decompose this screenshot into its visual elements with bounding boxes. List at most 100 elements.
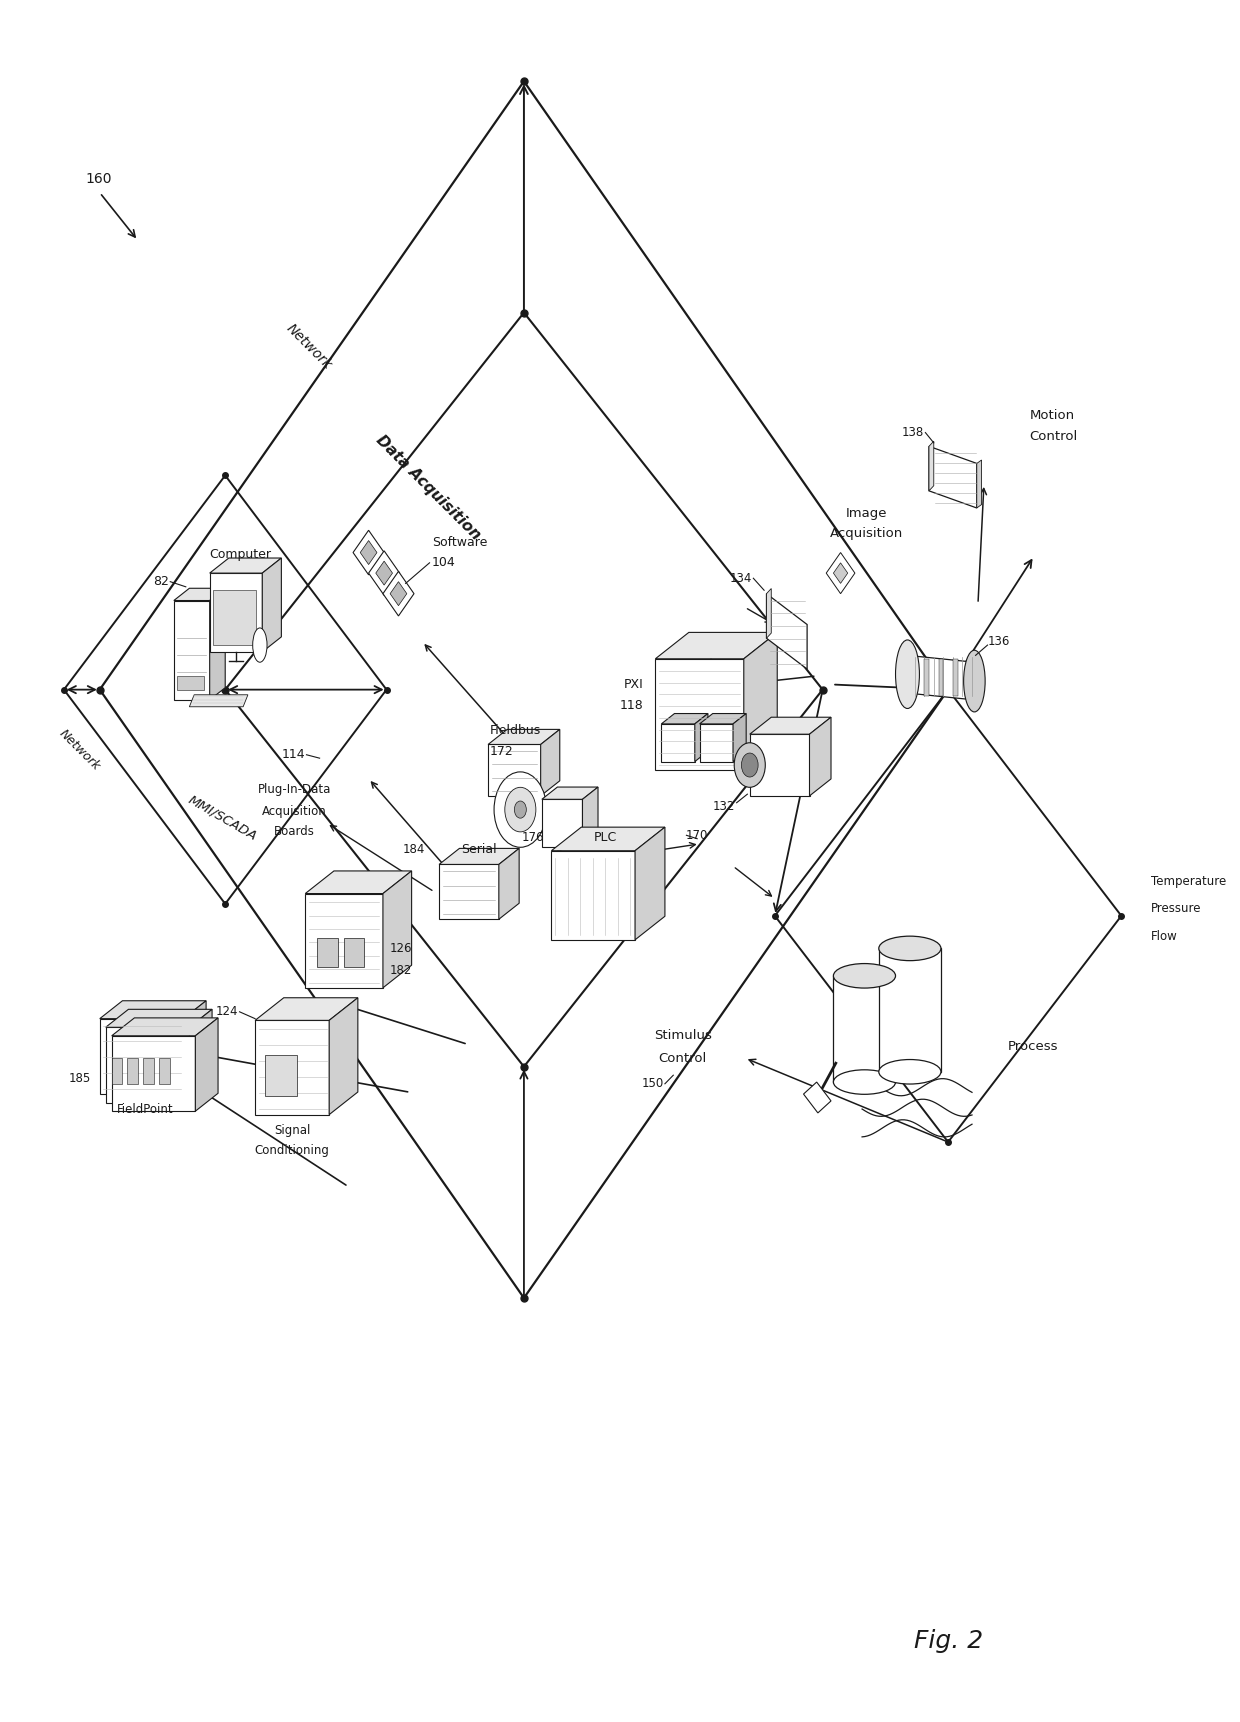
Text: 170: 170 bbox=[686, 828, 708, 842]
Bar bbox=[112, 1057, 123, 1083]
Polygon shape bbox=[255, 1021, 329, 1114]
Ellipse shape bbox=[895, 641, 919, 708]
Polygon shape bbox=[810, 718, 831, 796]
Polygon shape bbox=[542, 799, 583, 847]
Text: Process: Process bbox=[1008, 1040, 1059, 1052]
Text: 184: 184 bbox=[403, 842, 425, 856]
Polygon shape bbox=[833, 563, 848, 584]
Polygon shape bbox=[498, 849, 520, 920]
Text: Fieldbus: Fieldbus bbox=[490, 725, 541, 737]
Ellipse shape bbox=[253, 629, 267, 663]
Polygon shape bbox=[376, 561, 393, 585]
Polygon shape bbox=[766, 589, 771, 639]
Polygon shape bbox=[977, 460, 982, 508]
Text: 138: 138 bbox=[901, 425, 924, 439]
Bar bbox=[343, 938, 363, 968]
Polygon shape bbox=[656, 632, 777, 660]
Polygon shape bbox=[699, 723, 733, 761]
Circle shape bbox=[742, 753, 758, 777]
Ellipse shape bbox=[963, 651, 985, 711]
Text: Software: Software bbox=[432, 536, 487, 549]
Ellipse shape bbox=[833, 964, 895, 988]
Polygon shape bbox=[368, 551, 399, 596]
Text: Control: Control bbox=[1029, 429, 1078, 443]
Polygon shape bbox=[255, 997, 358, 1021]
Bar bbox=[143, 1057, 154, 1083]
Polygon shape bbox=[262, 558, 281, 653]
Polygon shape bbox=[305, 894, 383, 988]
Text: 182: 182 bbox=[391, 964, 413, 976]
Circle shape bbox=[494, 771, 547, 847]
Ellipse shape bbox=[833, 1069, 895, 1093]
Text: Stimulus: Stimulus bbox=[653, 1030, 712, 1042]
Text: 126: 126 bbox=[391, 942, 413, 956]
Polygon shape bbox=[99, 1019, 184, 1093]
Polygon shape bbox=[196, 1018, 218, 1111]
Polygon shape bbox=[661, 723, 694, 761]
Polygon shape bbox=[439, 864, 498, 920]
Text: PXI: PXI bbox=[624, 678, 644, 691]
Text: 136: 136 bbox=[987, 635, 1009, 647]
Polygon shape bbox=[542, 787, 598, 799]
Text: Data Acquisition: Data Acquisition bbox=[373, 432, 484, 542]
Polygon shape bbox=[661, 713, 708, 723]
Text: Network: Network bbox=[56, 727, 103, 773]
Polygon shape bbox=[489, 730, 559, 744]
Bar bbox=[924, 660, 929, 696]
Polygon shape bbox=[552, 827, 665, 851]
Text: Boards: Boards bbox=[274, 825, 315, 839]
Text: 172: 172 bbox=[490, 746, 513, 758]
Polygon shape bbox=[541, 730, 559, 796]
Bar bbox=[213, 591, 257, 646]
Polygon shape bbox=[329, 997, 358, 1114]
Text: Motion: Motion bbox=[1029, 408, 1075, 422]
Text: 132: 132 bbox=[713, 799, 735, 813]
Polygon shape bbox=[750, 734, 810, 796]
Text: 150: 150 bbox=[641, 1078, 663, 1090]
Polygon shape bbox=[305, 871, 412, 894]
Polygon shape bbox=[552, 851, 635, 940]
Polygon shape bbox=[804, 1081, 831, 1112]
Polygon shape bbox=[908, 653, 913, 692]
Polygon shape bbox=[353, 530, 384, 575]
Polygon shape bbox=[383, 871, 412, 988]
Ellipse shape bbox=[879, 1059, 941, 1085]
Polygon shape bbox=[826, 553, 854, 594]
Polygon shape bbox=[210, 558, 281, 573]
Polygon shape bbox=[733, 713, 746, 761]
Text: Flow: Flow bbox=[1151, 930, 1178, 944]
Text: 134: 134 bbox=[730, 572, 753, 585]
Text: Image: Image bbox=[846, 506, 888, 520]
Polygon shape bbox=[699, 713, 746, 723]
Polygon shape bbox=[112, 1018, 218, 1037]
Text: 82: 82 bbox=[154, 575, 169, 589]
Text: Signal: Signal bbox=[274, 1123, 310, 1137]
Polygon shape bbox=[174, 589, 226, 601]
Polygon shape bbox=[99, 1000, 206, 1019]
Polygon shape bbox=[190, 1009, 212, 1102]
Text: Plug-In-Data: Plug-In-Data bbox=[258, 782, 331, 796]
Text: Acquisition: Acquisition bbox=[831, 527, 904, 541]
Polygon shape bbox=[112, 1037, 196, 1111]
Bar bbox=[264, 1054, 296, 1095]
Polygon shape bbox=[174, 601, 210, 699]
Text: Computer: Computer bbox=[210, 548, 272, 561]
Bar bbox=[160, 1057, 170, 1083]
Ellipse shape bbox=[879, 937, 941, 961]
Polygon shape bbox=[656, 660, 744, 770]
Bar bbox=[317, 938, 337, 968]
Polygon shape bbox=[694, 713, 708, 761]
Polygon shape bbox=[635, 827, 665, 940]
Polygon shape bbox=[489, 744, 541, 796]
Polygon shape bbox=[766, 594, 807, 670]
Polygon shape bbox=[750, 718, 831, 734]
Polygon shape bbox=[833, 976, 895, 1081]
Text: 114: 114 bbox=[281, 749, 305, 761]
Text: 124: 124 bbox=[216, 1006, 238, 1018]
Polygon shape bbox=[929, 441, 934, 491]
Polygon shape bbox=[879, 949, 941, 1071]
Circle shape bbox=[515, 801, 526, 818]
Polygon shape bbox=[383, 572, 414, 616]
Text: 118: 118 bbox=[620, 699, 644, 711]
Circle shape bbox=[505, 787, 536, 832]
